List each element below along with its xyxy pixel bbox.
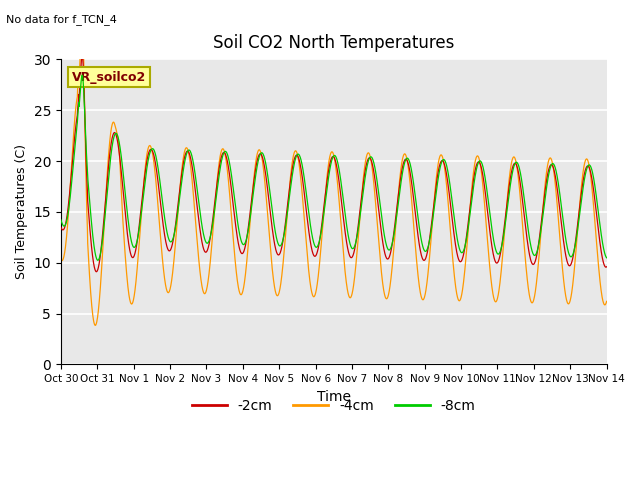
-8cm: [603, 255, 611, 261]
-4cm: [350, 280, 358, 286]
-4cm: [603, 299, 611, 304]
-4cm: [362, 157, 369, 163]
Legend: -2cm, -4cm, -8cm: -2cm, -4cm, -8cm: [186, 394, 481, 419]
-2cm: [570, 249, 578, 254]
-8cm: [78, 72, 86, 78]
-4cm: [57, 257, 65, 263]
-4cm: [493, 298, 500, 304]
-2cm: [555, 199, 563, 204]
-4cm: [570, 270, 578, 276]
-2cm: [350, 250, 358, 255]
-4cm: [210, 220, 218, 226]
-8cm: [210, 215, 218, 221]
Y-axis label: Soil Temperatures (C): Soil Temperatures (C): [15, 144, 28, 279]
-8cm: [570, 248, 578, 253]
-2cm: [362, 165, 369, 170]
-4cm: [555, 222, 563, 228]
-2cm: [78, 52, 86, 58]
-8cm: [350, 245, 358, 251]
X-axis label: Time: Time: [317, 390, 351, 404]
Text: No data for f_TCN_4: No data for f_TCN_4: [6, 14, 117, 25]
-8cm: [493, 250, 500, 255]
-8cm: [57, 217, 65, 223]
Line: -2cm: -2cm: [61, 55, 607, 272]
Line: -8cm: -8cm: [61, 75, 607, 260]
-8cm: [362, 171, 369, 177]
-4cm: [78, 19, 86, 25]
-2cm: [57, 225, 65, 230]
-8cm: [555, 184, 563, 190]
-8cm: [94, 257, 102, 263]
-2cm: [603, 264, 611, 270]
Text: VR_soilco2: VR_soilco2: [72, 71, 146, 84]
-4cm: [92, 323, 99, 328]
-2cm: [493, 260, 500, 266]
Line: -4cm: -4cm: [61, 22, 607, 325]
Title: Soil CO2 North Temperatures: Soil CO2 North Temperatures: [213, 34, 454, 52]
-2cm: [92, 269, 100, 275]
-2cm: [210, 210, 218, 216]
